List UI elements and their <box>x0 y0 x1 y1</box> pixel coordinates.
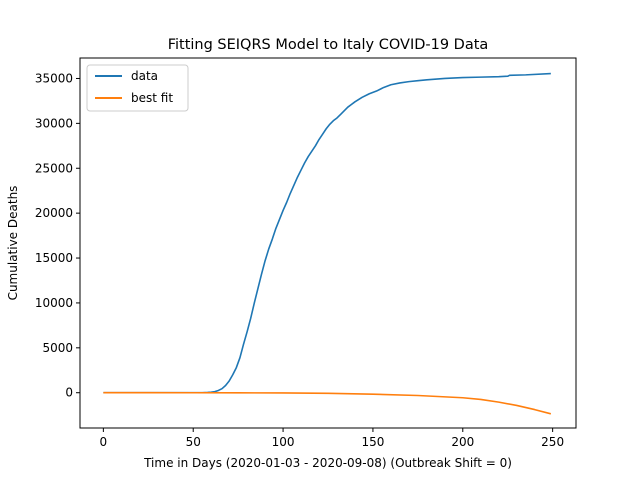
plot-frame <box>79 57 577 429</box>
legend-label-data: data <box>131 69 158 83</box>
x-tick-label: 0 <box>100 435 108 449</box>
y-tick-label: 20000 <box>35 206 73 220</box>
x-tick-label: 150 <box>361 435 384 449</box>
y-tick-label: 0 <box>65 386 73 400</box>
x-axis: 0 50 100 150 200 250 <box>100 428 564 449</box>
x-tick-label: 100 <box>272 435 295 449</box>
y-axis-label: Cumulative Deaths <box>6 186 20 301</box>
y-tick-label: 5000 <box>42 341 73 355</box>
legend: data best fit <box>86 64 189 112</box>
y-axis: 0 5000 10000 15000 20000 25000 30000 35000 <box>35 71 80 400</box>
legend-label-best-fit: best fit <box>131 91 173 105</box>
series-line-best-fit <box>103 391 552 415</box>
x-tick-label: 200 <box>451 435 474 449</box>
x-tick-label: 250 <box>541 435 564 449</box>
series-line-data <box>103 72 551 394</box>
plot-area <box>103 72 552 415</box>
y-tick-label: 10000 <box>35 296 73 310</box>
y-tick-label: 30000 <box>35 116 73 130</box>
y-tick-label: 35000 <box>35 71 73 85</box>
chart-title: Fitting SEIQRS Model to Italy COVID-19 D… <box>168 37 489 53</box>
x-tick-label: 50 <box>186 435 201 449</box>
y-tick-label: 25000 <box>35 161 73 175</box>
x-axis-label: Time in Days (2020-01-03 - 2020-09-08) (… <box>143 456 512 470</box>
y-tick-label: 15000 <box>35 251 73 265</box>
